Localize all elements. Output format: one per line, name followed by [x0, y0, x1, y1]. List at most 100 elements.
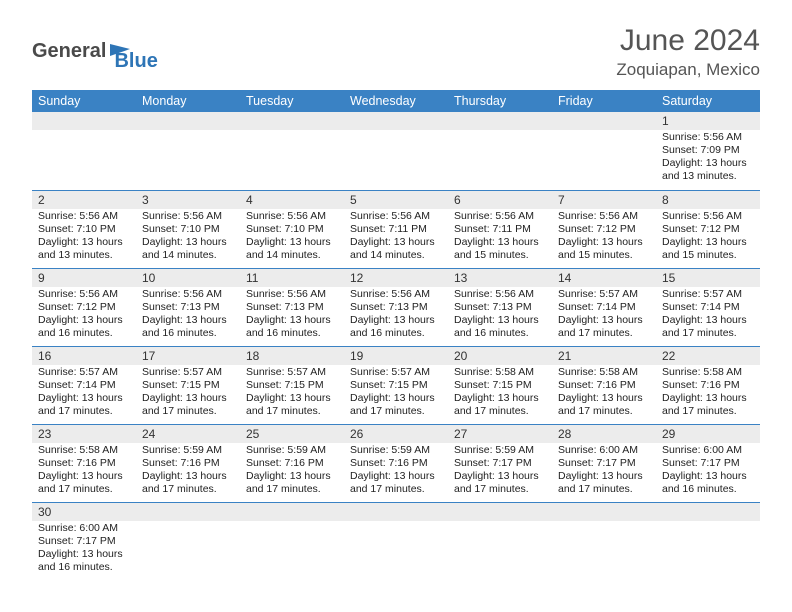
day-data: Sunrise: 5:57 AMSunset: 7:15 PMDaylight:…: [136, 365, 240, 422]
calendar-cell: 15Sunrise: 5:57 AMSunset: 7:14 PMDayligh…: [656, 268, 760, 346]
day-number: 23: [32, 425, 136, 443]
day-data: Sunrise: 5:58 AMSunset: 7:16 PMDaylight:…: [32, 443, 136, 500]
calendar-cell: 24Sunrise: 5:59 AMSunset: 7:16 PMDayligh…: [136, 424, 240, 502]
empty-day: [448, 112, 552, 130]
day-data: Sunrise: 5:56 AMSunset: 7:10 PMDaylight:…: [32, 209, 136, 266]
title-block: June 2024 Zoquiapan, Mexico: [616, 24, 760, 80]
day-data: Sunrise: 5:56 AMSunset: 7:10 PMDaylight:…: [136, 209, 240, 266]
day-data: Sunrise: 5:59 AMSunset: 7:17 PMDaylight:…: [448, 443, 552, 500]
calendar-cell: 5Sunrise: 5:56 AMSunset: 7:11 PMDaylight…: [344, 190, 448, 268]
day-number: 26: [344, 425, 448, 443]
day-data: Sunrise: 5:59 AMSunset: 7:16 PMDaylight:…: [136, 443, 240, 500]
day-number: 16: [32, 347, 136, 365]
calendar-cell: 26Sunrise: 5:59 AMSunset: 7:16 PMDayligh…: [344, 424, 448, 502]
calendar-cell: 23Sunrise: 5:58 AMSunset: 7:16 PMDayligh…: [32, 424, 136, 502]
day-data: Sunrise: 5:56 AMSunset: 7:13 PMDaylight:…: [136, 287, 240, 344]
day-number: 29: [656, 425, 760, 443]
day-number: 24: [136, 425, 240, 443]
calendar-cell: [344, 112, 448, 190]
weekday-header: Wednesday: [344, 90, 448, 112]
calendar-cell: [136, 112, 240, 190]
calendar-cell: [240, 502, 344, 580]
empty-day: [344, 112, 448, 130]
day-number: 5: [344, 191, 448, 209]
day-number: 9: [32, 269, 136, 287]
day-data: Sunrise: 5:56 AMSunset: 7:10 PMDaylight:…: [240, 209, 344, 266]
day-number: 20: [448, 347, 552, 365]
calendar-row: 16Sunrise: 5:57 AMSunset: 7:14 PMDayligh…: [32, 346, 760, 424]
day-data: Sunrise: 5:56 AMSunset: 7:13 PMDaylight:…: [240, 287, 344, 344]
calendar-cell: 9Sunrise: 5:56 AMSunset: 7:12 PMDaylight…: [32, 268, 136, 346]
calendar-cell: [552, 112, 656, 190]
day-data: Sunrise: 5:56 AMSunset: 7:11 PMDaylight:…: [344, 209, 448, 266]
calendar-cell: 17Sunrise: 5:57 AMSunset: 7:15 PMDayligh…: [136, 346, 240, 424]
calendar-cell: 8Sunrise: 5:56 AMSunset: 7:12 PMDaylight…: [656, 190, 760, 268]
day-data: Sunrise: 5:59 AMSunset: 7:16 PMDaylight:…: [344, 443, 448, 500]
weekday-header: Thursday: [448, 90, 552, 112]
calendar-cell: 1Sunrise: 5:56 AMSunset: 7:09 PMDaylight…: [656, 112, 760, 190]
day-data: Sunrise: 5:56 AMSunset: 7:12 PMDaylight:…: [32, 287, 136, 344]
calendar-cell: 18Sunrise: 5:57 AMSunset: 7:15 PMDayligh…: [240, 346, 344, 424]
day-number: 10: [136, 269, 240, 287]
day-data: Sunrise: 5:56 AMSunset: 7:09 PMDaylight:…: [656, 130, 760, 187]
calendar-cell: 10Sunrise: 5:56 AMSunset: 7:13 PMDayligh…: [136, 268, 240, 346]
calendar-cell: 14Sunrise: 5:57 AMSunset: 7:14 PMDayligh…: [552, 268, 656, 346]
logo-text-blue: Blue: [114, 50, 157, 73]
calendar-row: 9Sunrise: 5:56 AMSunset: 7:12 PMDaylight…: [32, 268, 760, 346]
empty-day: [240, 112, 344, 130]
day-number: 22: [656, 347, 760, 365]
day-number: 28: [552, 425, 656, 443]
day-data: Sunrise: 5:57 AMSunset: 7:14 PMDaylight:…: [552, 287, 656, 344]
empty-day: [552, 112, 656, 130]
day-number: 2: [32, 191, 136, 209]
day-data: Sunrise: 6:00 AMSunset: 7:17 PMDaylight:…: [32, 521, 136, 578]
calendar-cell: 25Sunrise: 5:59 AMSunset: 7:16 PMDayligh…: [240, 424, 344, 502]
location: Zoquiapan, Mexico: [616, 60, 760, 80]
calendar-row: 30Sunrise: 6:00 AMSunset: 7:17 PMDayligh…: [32, 502, 760, 580]
calendar-cell: [136, 502, 240, 580]
day-number: 1: [656, 112, 760, 130]
day-number: 25: [240, 425, 344, 443]
empty-day: [136, 112, 240, 130]
empty-day: [344, 503, 448, 521]
day-number: 17: [136, 347, 240, 365]
day-number: 11: [240, 269, 344, 287]
day-data: Sunrise: 5:57 AMSunset: 7:15 PMDaylight:…: [344, 365, 448, 422]
day-data: Sunrise: 5:56 AMSunset: 7:11 PMDaylight:…: [448, 209, 552, 266]
logo: General Blue: [32, 32, 158, 71]
calendar-cell: [32, 112, 136, 190]
day-data: Sunrise: 5:56 AMSunset: 7:13 PMDaylight:…: [344, 287, 448, 344]
day-number: 14: [552, 269, 656, 287]
calendar-cell: 4Sunrise: 5:56 AMSunset: 7:10 PMDaylight…: [240, 190, 344, 268]
day-data: Sunrise: 5:56 AMSunset: 7:13 PMDaylight:…: [448, 287, 552, 344]
day-data: Sunrise: 6:00 AMSunset: 7:17 PMDaylight:…: [552, 443, 656, 500]
day-number: 4: [240, 191, 344, 209]
calendar-cell: 20Sunrise: 5:58 AMSunset: 7:15 PMDayligh…: [448, 346, 552, 424]
calendar-cell: [552, 502, 656, 580]
calendar-cell: [448, 502, 552, 580]
calendar-table: SundayMondayTuesdayWednesdayThursdayFrid…: [32, 90, 760, 580]
day-number: 12: [344, 269, 448, 287]
calendar-cell: [448, 112, 552, 190]
calendar-cell: 22Sunrise: 5:58 AMSunset: 7:16 PMDayligh…: [656, 346, 760, 424]
calendar-row: 23Sunrise: 5:58 AMSunset: 7:16 PMDayligh…: [32, 424, 760, 502]
day-number: 6: [448, 191, 552, 209]
calendar-cell: 13Sunrise: 5:56 AMSunset: 7:13 PMDayligh…: [448, 268, 552, 346]
calendar-row: 1Sunrise: 5:56 AMSunset: 7:09 PMDaylight…: [32, 112, 760, 190]
day-number: 15: [656, 269, 760, 287]
day-data: Sunrise: 6:00 AMSunset: 7:17 PMDaylight:…: [656, 443, 760, 500]
day-data: Sunrise: 5:58 AMSunset: 7:16 PMDaylight:…: [656, 365, 760, 422]
empty-day: [552, 503, 656, 521]
day-number: 7: [552, 191, 656, 209]
empty-day: [32, 112, 136, 130]
calendar-cell: 2Sunrise: 5:56 AMSunset: 7:10 PMDaylight…: [32, 190, 136, 268]
calendar-cell: 11Sunrise: 5:56 AMSunset: 7:13 PMDayligh…: [240, 268, 344, 346]
day-number: 19: [344, 347, 448, 365]
header: General Blue June 2024 Zoquiapan, Mexico: [32, 24, 760, 80]
empty-day: [448, 503, 552, 521]
day-number: 18: [240, 347, 344, 365]
calendar-body: 1Sunrise: 5:56 AMSunset: 7:09 PMDaylight…: [32, 112, 760, 580]
day-number: 13: [448, 269, 552, 287]
page-title: June 2024: [616, 24, 760, 58]
day-data: Sunrise: 5:56 AMSunset: 7:12 PMDaylight:…: [656, 209, 760, 266]
